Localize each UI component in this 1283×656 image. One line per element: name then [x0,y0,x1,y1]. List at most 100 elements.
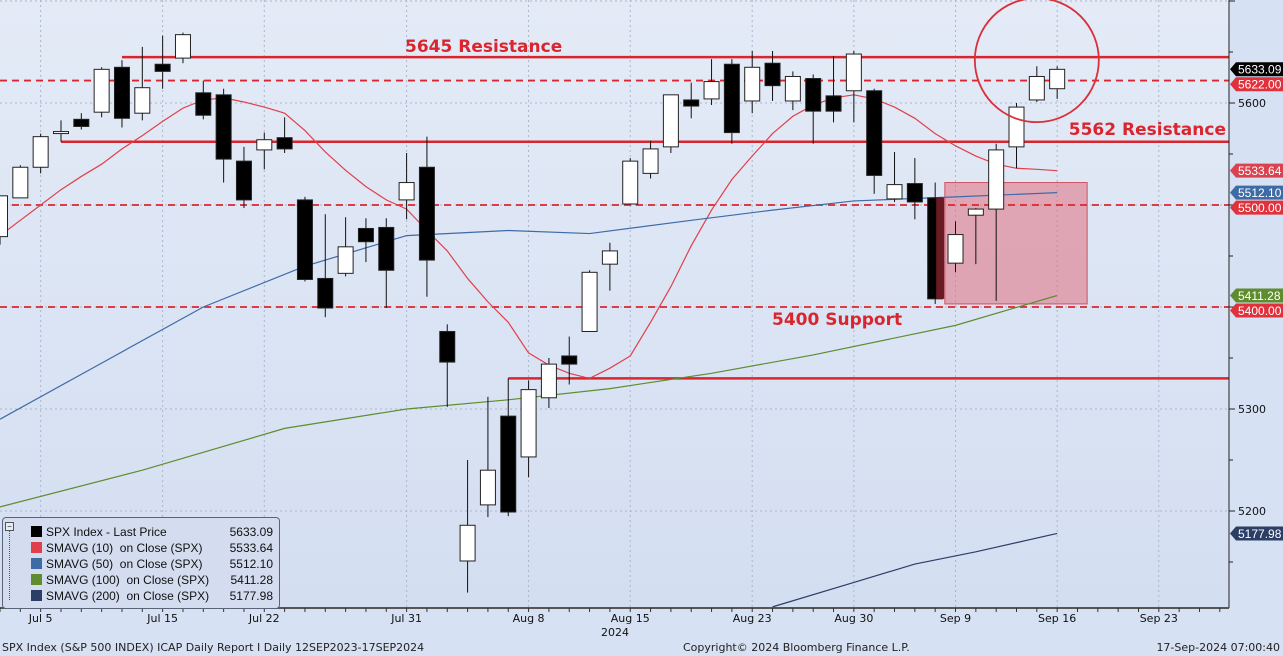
price-tag-label: 5633.09 [1238,63,1282,77]
x-tick-label: Jul 22 [248,612,280,625]
legend-item-sma200: SMAVG (200) on Close (SPX) 5177.98 [15,588,275,604]
candle-body [398,182,415,201]
candle [1049,66,1066,99]
candle [154,35,171,89]
candle [927,182,945,304]
candle [967,208,984,265]
candle-body [52,131,69,135]
swatch-icon [31,590,42,601]
price-tag [1230,185,1283,200]
candle-body [723,63,740,134]
candle-body [357,227,374,243]
candle [479,396,496,518]
legend-item-sma50: SMAVG (50) on Close (SPX) 5512.10 [15,556,275,572]
candle-body [642,148,659,174]
candle [845,50,862,123]
candle-body [174,34,191,59]
candle-body [764,62,781,87]
candle [195,80,212,120]
price-tag-label: 5622.00 [1238,78,1282,92]
candle [317,214,334,318]
candle-body [113,66,130,119]
candle-body [581,271,598,332]
candle [947,221,964,273]
candle-body [459,524,476,562]
y-tick-label: 5600 [1238,97,1266,110]
price-tag-label: 5177.98 [1238,527,1282,541]
x-tick-label: Aug 23 [733,612,772,625]
legend-item-sma10: SMAVG (10) on Close (SPX) 5533.64 [15,540,275,556]
footer-copyright: Copyright© 2024 Bloomberg Finance L.P. [683,641,910,654]
candle-body [93,68,110,113]
chart-legend: − SPX Index - Last Price 5633.09 SMAVG (… [2,517,280,609]
candle [1028,66,1045,102]
candle [398,152,415,220]
candle-body [439,330,456,363]
swatch-icon [31,574,42,585]
candle-body [683,99,700,107]
x-tick-label: Sep 9 [940,612,971,625]
candle-body [378,226,395,271]
candle-body [866,90,883,176]
candle-body [0,195,8,238]
candle [378,218,395,309]
candle [723,59,740,144]
highlight-circle [973,0,1100,124]
price-tag [1230,303,1283,318]
candle [764,50,781,101]
price-tag [1230,163,1283,178]
legend-item-sma100: SMAVG (100) on Close (SPX) 5411.28 [15,572,275,588]
sma-line-100 [0,294,1058,508]
candle [520,380,537,478]
candle-body [296,199,313,280]
candle-body [235,160,252,201]
candle-body [662,94,679,148]
sma-line-50 [0,192,1058,420]
candle-body [256,139,273,151]
candle-body [540,363,557,399]
candle [886,151,903,202]
candle [662,94,679,153]
price-tag-label: 5400.00 [1238,304,1282,318]
x-tick-label: Aug 15 [611,612,650,625]
candle [744,50,761,114]
candle [805,74,822,144]
candle-body [967,208,984,216]
candle [113,60,130,128]
candle [703,59,720,106]
candle-body [479,469,496,506]
sma-line-200 [772,532,1058,608]
candle-body [12,166,29,199]
candle-body [561,355,578,365]
candle-body [500,415,517,513]
candle [337,217,354,277]
candle [561,336,578,385]
candle [0,195,8,245]
candle [825,56,842,123]
candle [906,158,923,220]
price-tag [1230,77,1283,92]
price-tag [1230,526,1283,541]
y-tick-label: 5300 [1238,403,1266,416]
candle [540,358,557,408]
candle-body [73,118,90,127]
y-tick-label: 5200 [1238,505,1266,518]
candle [256,132,273,170]
candle [642,140,659,179]
candle-body [601,250,618,265]
swatch-icon [31,558,42,569]
candle [459,460,476,593]
price-tag-label: 5512.10 [1238,186,1282,200]
candle [12,165,29,199]
candle [134,46,151,121]
candle-body [622,160,639,205]
candle [581,270,598,332]
price-tag [1230,288,1283,303]
candle-body [195,92,212,116]
footer-security-info: SPX Index (S&P 500 INDEX) ICAP Daily Rep… [2,641,425,654]
candle [73,113,90,130]
level-label: 5562 Resistance [1069,120,1226,140]
collapse-icon[interactable]: − [5,522,14,531]
candle-body [215,94,232,160]
year-label: 2024 [601,626,629,639]
